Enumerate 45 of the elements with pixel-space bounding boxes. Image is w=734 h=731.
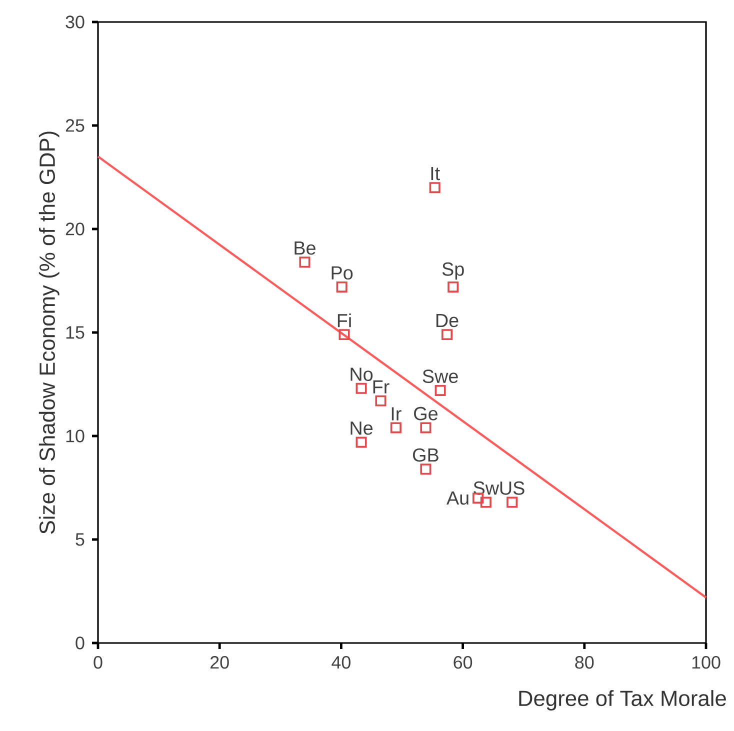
point — [420, 422, 432, 434]
point — [442, 329, 452, 340]
annotation: GB — [412, 448, 438, 462]
annotation: Fr — [373, 380, 390, 394]
y-axis-title: Size of Shadow Economy (% of the GDP) — [38, 132, 60, 534]
y-tick-label: 25 — [66, 119, 84, 132]
annotation: It — [431, 167, 440, 180]
y-tick-label: 30 — [66, 16, 84, 28]
x-tick-label: 0 — [94, 656, 102, 669]
point — [336, 281, 348, 292]
y-tick-label: 5 — [76, 533, 84, 546]
y-tick-label: 10 — [66, 430, 84, 442]
point — [420, 464, 432, 475]
y-tick-label: 20 — [66, 222, 84, 236]
x-tick-label: 20 — [210, 656, 229, 669]
annotation: Sp — [442, 262, 464, 280]
annotation: Ne — [350, 422, 373, 435]
point — [356, 382, 367, 394]
point — [506, 496, 518, 508]
point — [480, 496, 492, 508]
point — [299, 256, 310, 268]
annotation: Fi — [338, 313, 351, 328]
point — [356, 436, 367, 448]
annotation: Au — [446, 491, 468, 505]
x-tick-label: 80 — [575, 656, 594, 669]
y-tick-label: 0 — [76, 636, 84, 650]
point — [390, 422, 402, 434]
annotation: No — [350, 368, 373, 381]
x-tick-label: 60 — [454, 656, 472, 669]
point — [429, 182, 440, 194]
y-tick-label: 15 — [66, 326, 84, 339]
point — [448, 281, 459, 292]
annotation: US — [500, 481, 524, 495]
annotation: Ir — [392, 407, 402, 420]
annotation: Po — [332, 266, 353, 280]
annotation: Be — [294, 242, 316, 255]
x-tick-label: 40 — [332, 656, 350, 669]
point — [434, 384, 446, 396]
x-tick-label: 100 — [692, 656, 720, 669]
point — [375, 395, 386, 406]
annotation: De — [436, 314, 458, 328]
annotation: Ge — [414, 406, 438, 420]
x-axis-title: Degree of Tax Morale — [519, 690, 726, 710]
point — [338, 329, 350, 340]
annotation: Swe — [422, 370, 458, 384]
